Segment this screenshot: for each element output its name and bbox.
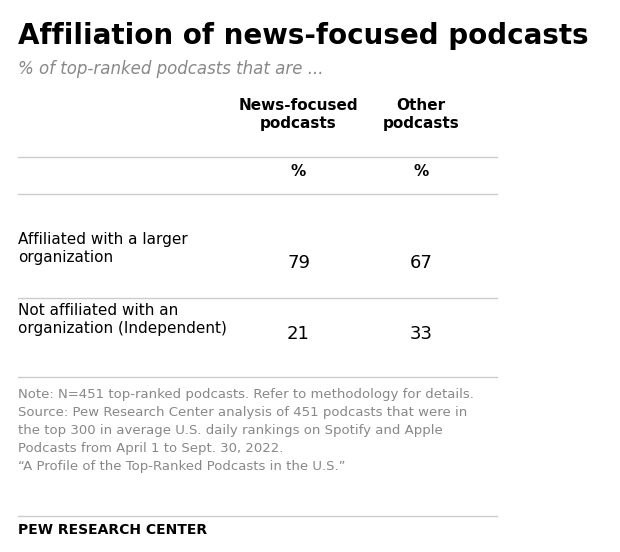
Text: Affiliated with a larger
organization: Affiliated with a larger organization — [18, 232, 188, 265]
Text: 33: 33 — [409, 325, 432, 343]
Text: PEW RESEARCH CENTER: PEW RESEARCH CENTER — [18, 523, 207, 537]
Text: Not affiliated with an
organization (Independent): Not affiliated with an organization (Ind… — [18, 303, 227, 336]
Text: Other
podcasts: Other podcasts — [383, 98, 459, 131]
Text: % of top-ranked podcasts that are ...: % of top-ranked podcasts that are ... — [18, 60, 324, 78]
Text: 79: 79 — [287, 254, 310, 272]
Text: %: % — [291, 164, 306, 179]
Text: %: % — [414, 164, 428, 179]
Text: 21: 21 — [287, 325, 310, 343]
Text: 67: 67 — [409, 254, 432, 272]
Text: Affiliation of news-focused podcasts: Affiliation of news-focused podcasts — [18, 22, 589, 50]
Text: Note: N=451 top-ranked podcasts. Refer to methodology for details.
Source: Pew R: Note: N=451 top-ranked podcasts. Refer t… — [18, 388, 474, 473]
Text: News-focused
podcasts: News-focused podcasts — [239, 98, 358, 131]
